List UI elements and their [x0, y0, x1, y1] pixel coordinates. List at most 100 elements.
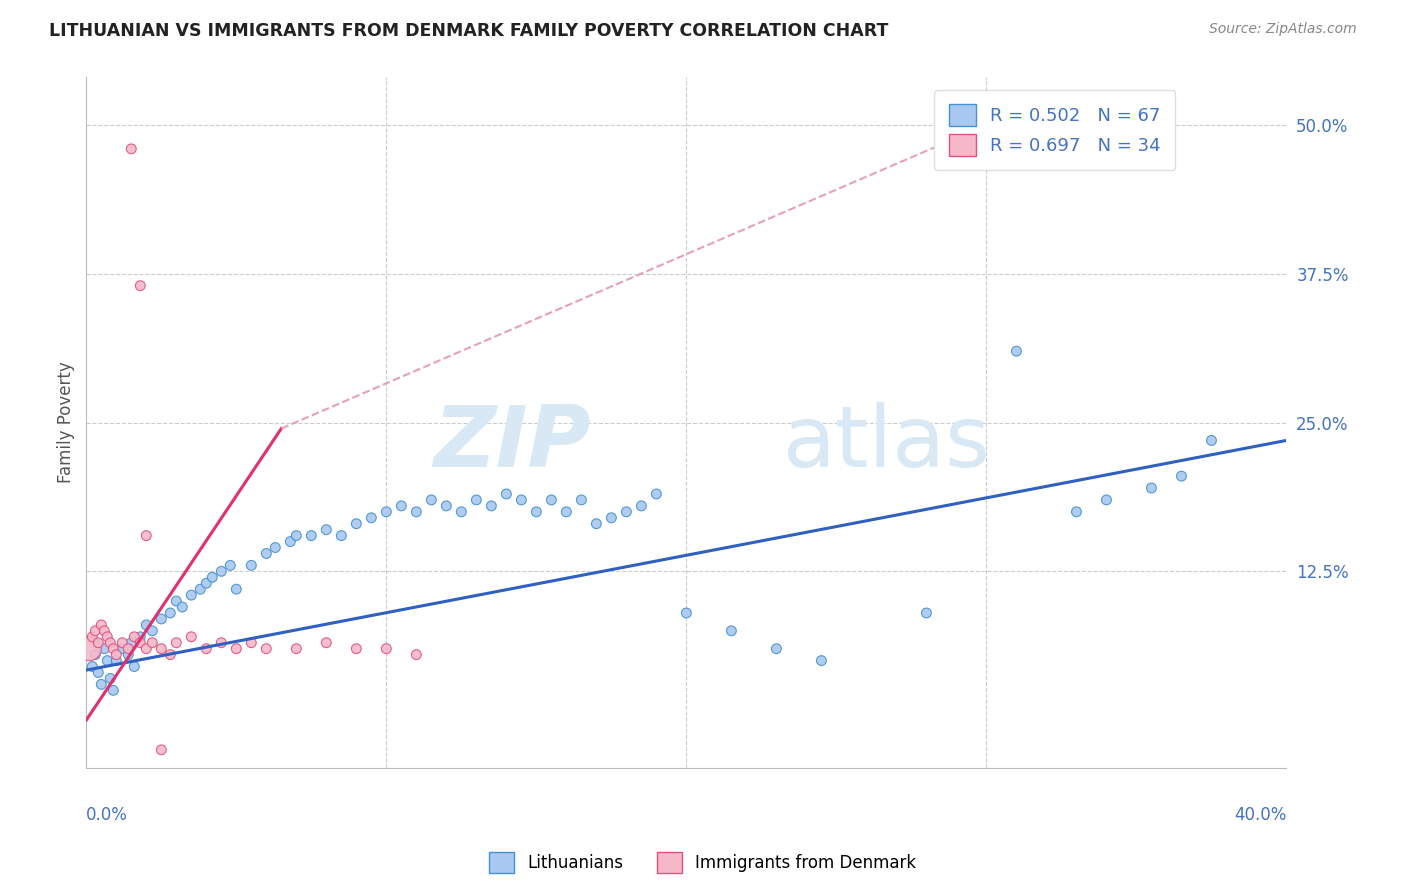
Point: [120, 142, 142, 156]
Legend: R = 0.502   N = 67, R = 0.697   N = 34: R = 0.502 N = 67, R = 0.697 N = 34: [935, 90, 1175, 170]
Point: [1095, 492, 1118, 507]
Point: [79, 641, 101, 656]
Point: [1170, 469, 1192, 483]
Point: [569, 492, 592, 507]
Point: [141, 624, 163, 638]
Point: [450, 505, 472, 519]
Point: [1140, 481, 1163, 495]
Point: [159, 606, 181, 620]
Point: [120, 636, 142, 650]
Point: [150, 641, 173, 656]
Point: [225, 582, 247, 597]
Point: [209, 636, 232, 650]
Point: [254, 546, 277, 560]
Point: [135, 641, 157, 656]
Point: [344, 516, 367, 531]
Point: [555, 505, 578, 519]
Point: [405, 648, 427, 662]
Text: ZIP: ZIP: [433, 401, 591, 484]
Text: 40.0%: 40.0%: [1234, 805, 1286, 823]
Point: [375, 505, 398, 519]
Point: [96, 654, 118, 668]
Point: [1066, 505, 1088, 519]
Point: [630, 499, 652, 513]
Point: [172, 600, 194, 615]
Point: [150, 743, 173, 757]
Point: [330, 528, 353, 542]
Point: [360, 510, 382, 524]
Point: [90, 677, 112, 691]
Point: [405, 505, 427, 519]
Point: [219, 558, 242, 573]
Point: [82, 630, 104, 644]
Point: [344, 641, 367, 656]
Point: [285, 641, 308, 656]
Point: [84, 648, 107, 662]
Point: [188, 582, 211, 597]
Point: [117, 641, 139, 656]
Text: LITHUANIAN VS IMMIGRANTS FROM DENMARK FAMILY POVERTY CORRELATION CHART: LITHUANIAN VS IMMIGRANTS FROM DENMARK FA…: [49, 22, 889, 40]
Point: [195, 641, 218, 656]
Point: [98, 636, 121, 650]
Point: [165, 594, 187, 608]
Point: [278, 534, 301, 549]
Point: [240, 558, 263, 573]
Point: [264, 541, 287, 555]
Point: [915, 606, 938, 620]
Point: [105, 648, 128, 662]
Point: [87, 665, 110, 680]
Point: [103, 683, 125, 698]
Point: [117, 648, 139, 662]
Point: [141, 636, 163, 650]
Point: [315, 523, 337, 537]
Point: [195, 576, 218, 591]
Point: [765, 641, 787, 656]
Point: [84, 624, 107, 638]
Point: [225, 641, 247, 656]
Point: [90, 618, 112, 632]
Point: [135, 618, 157, 632]
Point: [103, 641, 125, 656]
Text: Source: ZipAtlas.com: Source: ZipAtlas.com: [1209, 22, 1357, 37]
Point: [150, 612, 173, 626]
Point: [600, 510, 623, 524]
Point: [240, 636, 263, 650]
Point: [254, 641, 277, 656]
Point: [159, 648, 181, 662]
Point: [614, 505, 637, 519]
Point: [129, 636, 152, 650]
Point: [299, 528, 322, 542]
Point: [124, 630, 146, 644]
Point: [129, 630, 152, 644]
Point: [201, 570, 224, 584]
Point: [180, 630, 202, 644]
Y-axis label: Family Poverty: Family Poverty: [58, 361, 75, 483]
Point: [479, 499, 502, 513]
Point: [82, 659, 104, 673]
Point: [1201, 434, 1223, 448]
Point: [540, 492, 562, 507]
Point: [111, 636, 134, 650]
Point: [93, 624, 115, 638]
Point: [209, 565, 232, 579]
Point: [165, 636, 187, 650]
Point: [96, 630, 118, 644]
Text: 0.0%: 0.0%: [86, 805, 128, 823]
Point: [645, 487, 668, 501]
Point: [105, 654, 128, 668]
Point: [93, 641, 115, 656]
Point: [87, 636, 110, 650]
Point: [98, 672, 121, 686]
Legend: Lithuanians, Immigrants from Denmark: Lithuanians, Immigrants from Denmark: [482, 846, 924, 880]
Point: [720, 624, 742, 638]
Point: [420, 492, 443, 507]
Point: [675, 606, 697, 620]
Point: [375, 641, 398, 656]
Point: [389, 499, 412, 513]
Point: [111, 641, 134, 656]
Point: [810, 654, 832, 668]
Point: [315, 636, 337, 650]
Point: [585, 516, 607, 531]
Point: [180, 588, 202, 602]
Point: [495, 487, 517, 501]
